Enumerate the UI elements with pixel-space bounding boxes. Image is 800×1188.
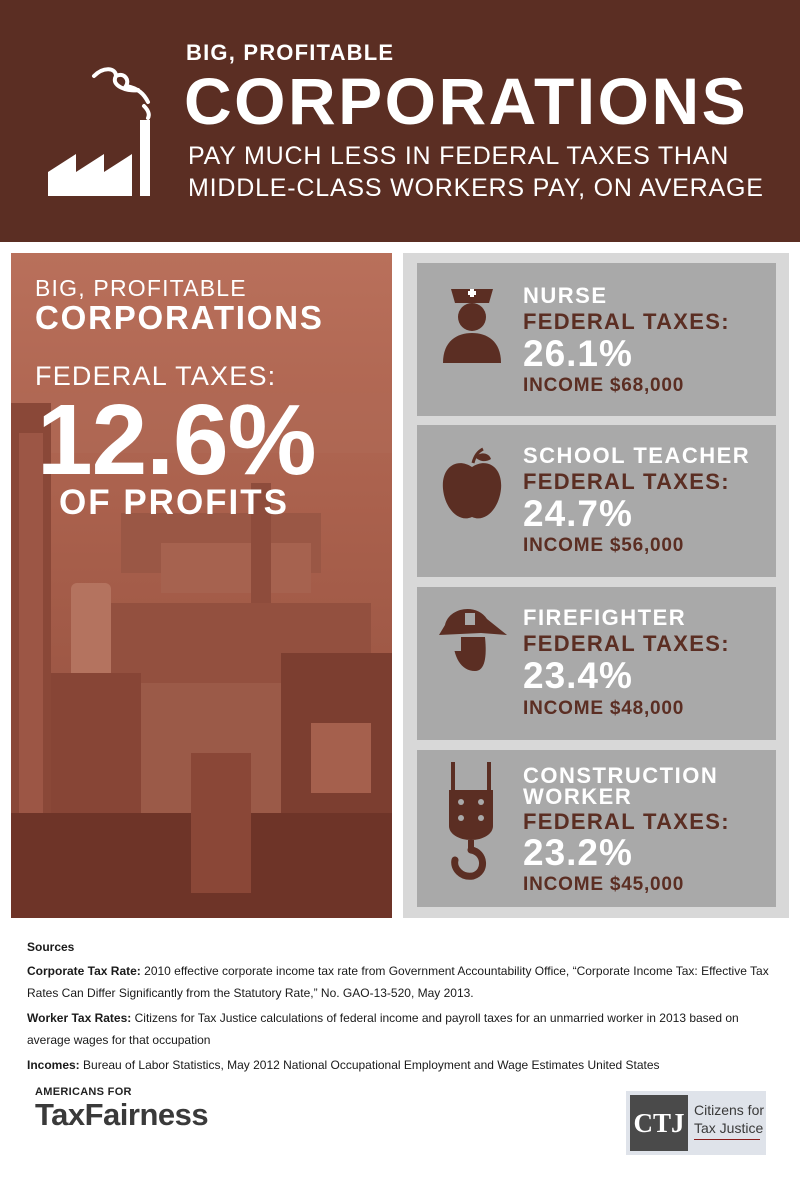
construction-tax-percent: 23.2% (523, 832, 633, 873)
worker-card-firefighter: FIREFIGHTER FEDERAL TAXES: 23.4% INCOME … (417, 587, 776, 740)
corp-tax-label: FEDERAL TAXES: (35, 361, 277, 391)
header-line-2: MIDDLE-CLASS WORKERS PAY, ON AVERAGE (188, 174, 764, 202)
americans-for-tax-fairness-logo: AMERICANS FOR TaxFairness (35, 1086, 209, 1132)
teacher-job: SCHOOL TEACHER (523, 443, 751, 468)
source-corporate-label: Corporate Tax Rate: (27, 964, 141, 978)
nurse-tax-label: FEDERAL TAXES: (523, 309, 730, 334)
source-corporate-text: 2010 effective corporate income tax rate… (27, 964, 769, 1000)
teacher-income: INCOME $56,000 (523, 535, 685, 556)
teacher-tax-percent: 24.7% (523, 493, 633, 534)
source-worker: Worker Tax Rates: Citizens for Tax Justi… (27, 1007, 779, 1051)
firefighter-icon (439, 608, 507, 671)
construction-job-line-2: WORKER (523, 784, 633, 809)
construction-job-line-1: CONSTRUCTION (523, 763, 719, 788)
corp-title: CORPORATIONS (35, 299, 324, 336)
nurse-job: NURSE (523, 283, 608, 308)
sources-section: Sources Corporate Tax Rate: 2010 effecti… (27, 936, 779, 1079)
header-line-1: PAY MUCH LESS IN FEDERAL TAXES THAN (188, 142, 730, 170)
ctj-abbr: CTJ (630, 1095, 688, 1151)
ctj-rule (694, 1139, 760, 1140)
atf-logo-tax: Tax (35, 1097, 85, 1132)
nurse-icon (443, 289, 501, 363)
ctj-name-line-1: Citizens for (694, 1102, 765, 1118)
source-worker-label: Worker Tax Rates: (27, 1011, 132, 1025)
source-incomes-label: Incomes: (27, 1058, 80, 1072)
construction-income: INCOME $45,000 (523, 874, 685, 895)
source-worker-text: Citizens for Tax Justice calculations of… (27, 1011, 739, 1047)
source-corporate: Corporate Tax Rate: 2010 effective corpo… (27, 960, 779, 1004)
worker-card-construction: CONSTRUCTION WORKER FEDERAL TAXES: 23.2%… (417, 750, 776, 907)
firefighter-job: FIREFIGHTER (523, 605, 687, 630)
nurse-income: INCOME $68,000 (523, 375, 685, 396)
teacher-tax-label: FEDERAL TAXES: (523, 469, 730, 494)
source-incomes: Incomes: Bureau of Labor Statistics, May… (27, 1054, 779, 1076)
worker-card-teacher: SCHOOL TEACHER FEDERAL TAXES: 24.7% INCO… (417, 425, 776, 577)
firefighter-tax-percent: 23.4% (523, 655, 633, 696)
firefighter-income: INCOME $48,000 (523, 698, 685, 719)
atf-logo-line-1: AMERICANS FOR (35, 1086, 132, 1098)
ctj-name-line-2: Tax Justice (694, 1120, 764, 1136)
workers-column: NURSE FEDERAL TAXES: 26.1% INCOME $68,00… (403, 253, 789, 918)
corp-of-profits: OF PROFITS (59, 483, 289, 522)
firefighter-tax-label: FEDERAL TAXES: (523, 631, 730, 656)
apple-icon (442, 447, 502, 519)
header-title: CORPORATIONS (184, 64, 749, 138)
nurse-tax-percent: 26.1% (523, 333, 633, 374)
worker-card-nurse: NURSE FEDERAL TAXES: 26.1% INCOME $68,00… (417, 263, 776, 416)
source-incomes-text: Bureau of Labor Statistics, May 2012 Nat… (83, 1058, 660, 1072)
corp-subtitle: BIG, PROFITABLE (35, 275, 247, 301)
corporations-panel: BIG, PROFITABLE CORPORATIONS FEDERAL TAX… (11, 253, 392, 918)
sources-title: Sources (27, 940, 75, 954)
atf-logo-fairness: Fairness (84, 1097, 209, 1132)
header-banner: BIG, PROFITABLE CORPORATIONS PAY MUCH LE… (0, 0, 800, 242)
corp-tax-percent: 12.6% (37, 384, 317, 496)
power-plant-photo (11, 393, 392, 918)
construction-tax-label: FEDERAL TAXES: (523, 809, 730, 834)
citizens-for-tax-justice-logo: CTJ Citizens for Tax Justice (626, 1091, 766, 1155)
header-subtitle: BIG, PROFITABLE (186, 40, 395, 65)
factory-icon (48, 67, 151, 196)
crane-hook-icon (449, 762, 493, 880)
atf-logo-line-2: TaxFairness (35, 1097, 209, 1132)
